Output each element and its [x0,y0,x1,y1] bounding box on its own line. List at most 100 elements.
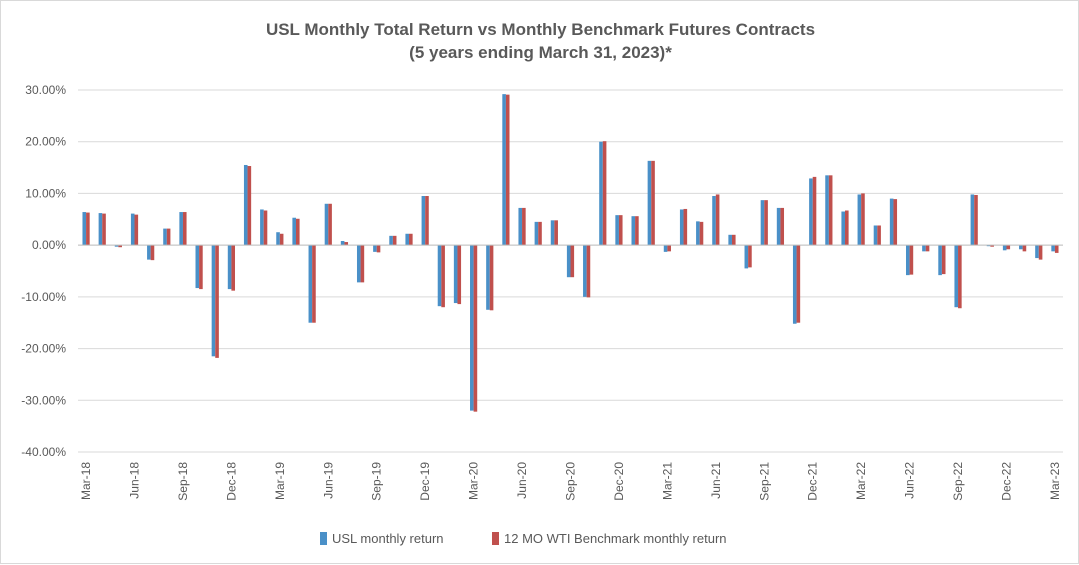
y-tick-label: -10.00% [21,290,66,304]
x-tick-label: Jun-18 [128,462,142,499]
bar [615,215,619,246]
bar [566,245,571,278]
bar [279,233,284,246]
bar [828,175,833,246]
bar [376,245,381,253]
bar [938,245,942,276]
y-tick-label: -30.00% [21,393,66,407]
legend-swatch [320,532,327,545]
bar [744,245,749,269]
bar [489,245,494,311]
x-tick-label: Mar-20 [467,462,481,500]
bar [392,235,397,246]
bar [518,207,523,246]
bar [760,200,765,246]
bar [889,198,894,246]
x-tick-label: Mar-23 [1048,462,1062,500]
bar [86,212,90,246]
bar [292,217,296,246]
bar [360,245,365,283]
bar [441,245,445,308]
bar [857,194,862,246]
bar [260,209,264,246]
bar [328,203,332,246]
bar [389,235,393,246]
bar [909,245,914,275]
bar [970,194,975,246]
bar [667,245,671,252]
bar [1035,245,1039,259]
x-tick-label: Dec-20 [612,462,626,501]
bar [877,225,881,246]
bar [663,245,668,252]
bar [373,245,377,252]
bar [570,245,575,278]
bar [215,245,219,358]
x-tick-label: Sep-20 [564,462,578,501]
bar [776,207,781,246]
x-tick-label: Dec-22 [999,462,1013,501]
bar [1054,245,1059,253]
bar [147,245,151,260]
bar [954,245,959,308]
bar [699,221,704,246]
x-tick-label: Sep-21 [757,462,771,501]
bar [905,245,910,276]
bar [534,221,539,246]
bar [538,221,542,246]
y-tick-label: -20.00% [21,342,66,356]
x-tick-label: Jun-19 [321,462,335,499]
bar [356,245,361,283]
x-tick-label: Sep-22 [951,462,965,501]
x-tick-label: Dec-21 [806,462,820,501]
bar [1002,245,1007,251]
bar [231,245,236,291]
bar [683,208,688,246]
bar [990,245,994,247]
bar [195,245,200,289]
bar [421,196,426,246]
bar [295,218,300,246]
bar [1038,245,1043,260]
bar [522,207,526,246]
bar [679,209,684,246]
bar [731,234,736,246]
y-tick-label: 30.00% [25,83,66,97]
bar [340,241,345,246]
bar [82,212,87,246]
chart-subtitle: (5 years ending March 31, 2023)* [409,43,672,62]
bar [118,245,122,248]
bar [922,245,926,252]
bar [583,245,587,297]
bar [1051,245,1055,252]
bar [457,245,462,305]
bar [599,141,603,246]
bar [712,196,716,246]
bar [748,245,752,268]
bar [150,245,155,261]
x-tick-label: Jun-21 [709,462,723,499]
x-tick-label: Mar-18 [79,462,93,500]
bar [550,220,555,246]
x-tick-label: Mar-22 [854,462,868,500]
bar [98,213,103,246]
bar [263,210,268,246]
bar [166,228,171,246]
bar [486,245,490,310]
x-tick-label: Jun-22 [903,462,917,499]
y-tick-label: 20.00% [25,135,66,149]
bar [130,213,135,246]
bar [602,141,607,246]
bar [893,199,898,246]
y-tick-label: -40.00% [21,445,66,459]
bar [1022,245,1027,252]
bar [635,216,639,246]
bar [470,245,474,411]
bar [812,176,817,246]
bar [974,194,978,246]
bar [873,225,878,246]
bar [958,245,962,309]
x-tick-label: Sep-19 [370,462,384,501]
bar [631,216,636,246]
